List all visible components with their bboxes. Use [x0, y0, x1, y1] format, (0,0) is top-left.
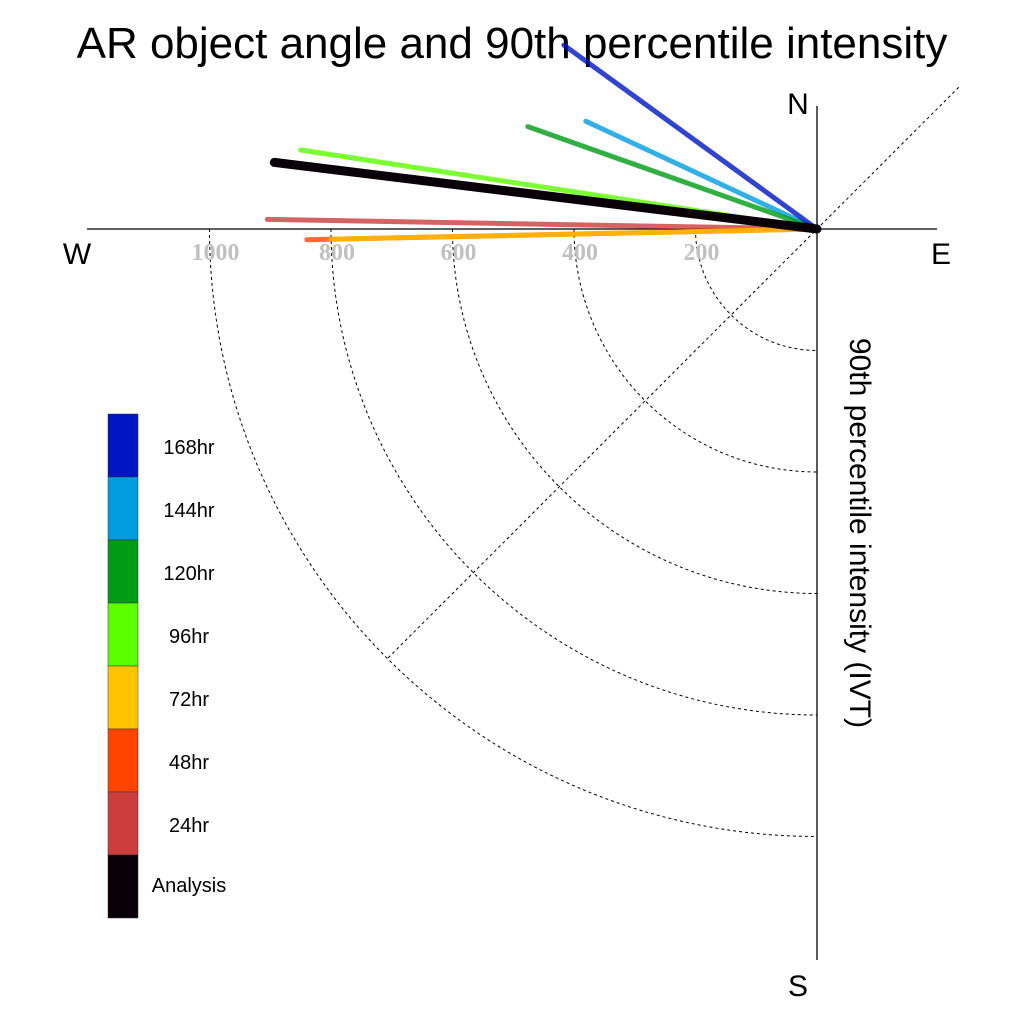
series-layer — [264, 42, 822, 243]
legend-swatch-120hr — [107, 539, 139, 604]
compass-east: E — [931, 238, 951, 271]
series-line-144hr — [583, 118, 820, 232]
legend: 168hr 144hr 120hr 96hr 72hr 48hr 24hr Analysis — [107, 413, 226, 919]
legend-label: 48hr — [169, 752, 209, 774]
legend-swatch-72hr — [107, 665, 139, 730]
grid-arc — [209, 228, 818, 837]
compass-north: N — [787, 88, 809, 121]
radial-tick-label: 1000 — [192, 240, 240, 266]
radial-tick-label: 200 — [684, 240, 720, 266]
legend-label: 144hr — [163, 500, 214, 522]
series-line-analysis — [269, 157, 822, 234]
origin-marker — [813, 225, 821, 233]
legend-label: 24hr — [169, 815, 209, 837]
grid-arc — [573, 228, 818, 473]
y-axis-label: 90th percentile intensity (IVT) — [843, 338, 876, 728]
legend-swatch-144hr — [107, 476, 139, 541]
radial-tick-label: 800 — [319, 240, 355, 266]
legend-label: 168hr — [163, 437, 214, 459]
grid-arc — [330, 228, 818, 716]
grid-arc — [452, 228, 818, 594]
legend-swatch-24hr — [107, 791, 139, 856]
labels-layer: 200 400 600 800 1000 N S E W 90th percentile inte… — [63, 88, 951, 1003]
series-line-168hr — [561, 42, 820, 232]
legend-swatch-48hr — [107, 728, 139, 793]
radial-tick-label: 400 — [562, 240, 598, 266]
legend-swatch-analysis — [107, 854, 139, 919]
legend-label: Analysis — [152, 875, 226, 897]
legend-label: 96hr — [169, 626, 209, 648]
legend-swatch-96hr — [107, 602, 139, 667]
grid-diagonal — [387, 86, 960, 659]
legend-swatch-168hr — [107, 413, 139, 478]
legend-label: 72hr — [169, 689, 209, 711]
grid-layer — [209, 86, 960, 837]
compass-west: W — [63, 238, 92, 271]
series-line-120hr — [525, 124, 820, 232]
chart-title: AR object angle and 90th percentile inte… — [77, 19, 948, 68]
series-line-24hr — [264, 216, 820, 232]
series-line-72hr — [328, 226, 820, 242]
legend-label: 120hr — [163, 563, 214, 585]
radial-tick-label: 600 — [441, 240, 477, 266]
grid-arc — [695, 228, 818, 351]
compass-south: S — [788, 970, 808, 1003]
